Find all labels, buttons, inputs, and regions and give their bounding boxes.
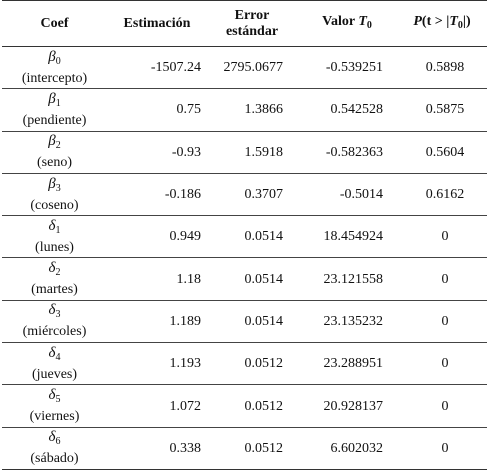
table-row: δ2 (martes) 1.18 0.0514 23.121558 0 — [2, 258, 487, 301]
coef-symbol: β2 — [48, 133, 61, 152]
table-row: β3 (coseno) -0.186 0.3707 -0.5014 0.6162 — [2, 173, 487, 216]
std-error-cell: 2795.0677 — [223, 60, 284, 76]
table-row: δ5 (viernes) 1.072 0.0512 20.928137 0 — [2, 385, 487, 428]
std-error-cell: 0.3707 — [244, 187, 284, 203]
coef-cell: δ6 (sábado) — [2, 427, 107, 469]
estimate-cell: 1.189 — [169, 313, 202, 329]
coef-description: (jueves) — [31, 366, 78, 382]
coef-cell: δ3 (miércoles) — [2, 300, 107, 342]
coef-description: (coseno) — [30, 197, 79, 213]
std-error-cell: 0.0514 — [244, 313, 284, 329]
header-p-suffix: |) — [462, 13, 471, 29]
estimate-cell: 1.18 — [176, 271, 202, 287]
header-p-middle: (t > | — [421, 13, 450, 29]
header-error-estandar: Error estándar — [207, 1, 297, 47]
coef-description: (miércoles) — [22, 324, 87, 340]
estimate-cell: -1507.24 — [150, 60, 201, 76]
coef-description: (lunes) — [35, 239, 74, 255]
coef-cell: β3 (coseno) — [2, 173, 107, 215]
coef-symbol: β0 — [48, 48, 61, 67]
header-p-prefix: P — [413, 13, 422, 29]
header-p-value: P(t > |T0|) — [397, 1, 487, 47]
table-row: δ3 (miércoles) 1.189 0.0514 23.135232 0 — [2, 300, 487, 343]
t-value-cell: 23.288951 — [323, 356, 384, 372]
table-row: β0 (intercepto) -1507.24 2795.0677 -0.53… — [2, 47, 487, 89]
p-value-cell: 0 — [441, 398, 449, 414]
t-value-cell: -0.539251 — [325, 60, 383, 76]
coef-symbol: δ5 — [48, 387, 61, 406]
header-error-line1: Error — [234, 7, 270, 23]
t-value-cell: 0.542528 — [330, 102, 384, 118]
coef-description: (viernes) — [29, 409, 80, 425]
coef-symbol: δ3 — [48, 302, 61, 321]
coef-symbol: δ2 — [48, 260, 61, 279]
coef-symbol: δ6 — [48, 429, 61, 448]
header-error-line2: estándar — [225, 23, 279, 39]
table-row: δ6 (sábado) 0.338 0.0512 6.602032 0 — [2, 427, 487, 470]
header-coef: Coef — [40, 15, 69, 31]
std-error-cell: 0.0514 — [244, 271, 284, 287]
table-row: β2 (seno) -0.93 1.5918 -0.582363 0.5604 — [2, 131, 487, 174]
table-row: δ1 (lunes) 0.949 0.0514 18.454924 0 — [2, 216, 487, 258]
std-error-cell: 0.0512 — [244, 440, 284, 456]
p-value-cell: 0 — [441, 271, 449, 287]
coef-symbol: δ1 — [48, 217, 61, 236]
header-valor-symbol: T0 — [358, 13, 372, 31]
p-value-cell: 0 — [441, 313, 449, 329]
estimate-cell: 1.072 — [169, 398, 202, 414]
std-error-cell: 0.0512 — [244, 356, 284, 372]
p-value-cell: 0 — [441, 229, 449, 245]
t-value-cell: 20.928137 — [323, 398, 384, 414]
t-value-cell: 6.602032 — [330, 440, 384, 456]
header-valor-t0: Valor T0 — [297, 1, 397, 47]
t-value-cell: -0.582363 — [325, 144, 383, 160]
coef-description: (pendiente) — [22, 112, 87, 128]
coef-cell: δ5 (viernes) — [2, 385, 107, 427]
std-error-cell: 1.5918 — [244, 144, 284, 160]
t-value-cell: 23.121558 — [323, 271, 384, 287]
std-error-cell: 1.3866 — [244, 102, 284, 118]
table-body: β0 (intercepto) -1507.24 2795.0677 -0.53… — [2, 47, 487, 470]
p-value-cell: 0.5898 — [425, 60, 465, 76]
t-value-cell: 18.454924 — [323, 229, 384, 245]
header-estimacion: Estimación — [123, 15, 191, 31]
estimate-cell: -0.93 — [171, 144, 201, 160]
p-value-cell: 0.6162 — [425, 187, 465, 203]
table-row: δ4 (jueves) 1.193 0.0512 23.288951 0 — [2, 343, 487, 385]
header-p-symbol: T0 — [449, 13, 463, 31]
coef-cell: δ1 (lunes) — [2, 216, 107, 258]
coef-cell: β0 (intercepto) — [2, 47, 107, 89]
t-value-cell: -0.5014 — [339, 187, 383, 203]
header-valor-prefix: Valor — [322, 13, 359, 29]
coef-description: (sábado) — [30, 451, 79, 467]
coef-cell: δ2 (martes) — [2, 258, 107, 300]
estimate-cell: 0.338 — [169, 440, 202, 456]
t-value-cell: 23.135232 — [323, 313, 384, 329]
p-value-cell: 0.5604 — [425, 144, 465, 160]
estimate-cell: 1.193 — [169, 356, 202, 372]
estimate-cell: 0.75 — [176, 102, 202, 118]
p-value-cell: 0 — [441, 440, 449, 456]
table-row: β1 (pendiente) 0.75 1.3866 0.542528 0.58… — [2, 89, 487, 132]
std-error-cell: 0.0514 — [244, 229, 284, 245]
p-value-cell: 0 — [441, 356, 449, 372]
coef-symbol: δ4 — [48, 344, 61, 363]
estimate-cell: -0.186 — [164, 187, 201, 203]
coef-symbol: β3 — [48, 175, 61, 194]
coef-symbol: β1 — [48, 90, 61, 109]
header-row: Coef Estimación Error estándar Valor T0 … — [2, 0, 487, 47]
coef-description: (martes) — [31, 282, 78, 298]
estimate-cell: 0.949 — [169, 229, 202, 245]
coef-cell: β1 (pendiente) — [2, 89, 107, 131]
p-value-cell: 0.5875 — [425, 102, 465, 118]
table-header: Coef Estimación Error estándar Valor T0 … — [2, 0, 487, 47]
coef-cell: β2 (seno) — [2, 131, 107, 173]
std-error-cell: 0.0512 — [244, 398, 284, 414]
coef-description: (intercepto) — [21, 70, 88, 86]
coef-cell: δ4 (jueves) — [2, 343, 107, 385]
coef-description: (seno) — [37, 155, 72, 171]
